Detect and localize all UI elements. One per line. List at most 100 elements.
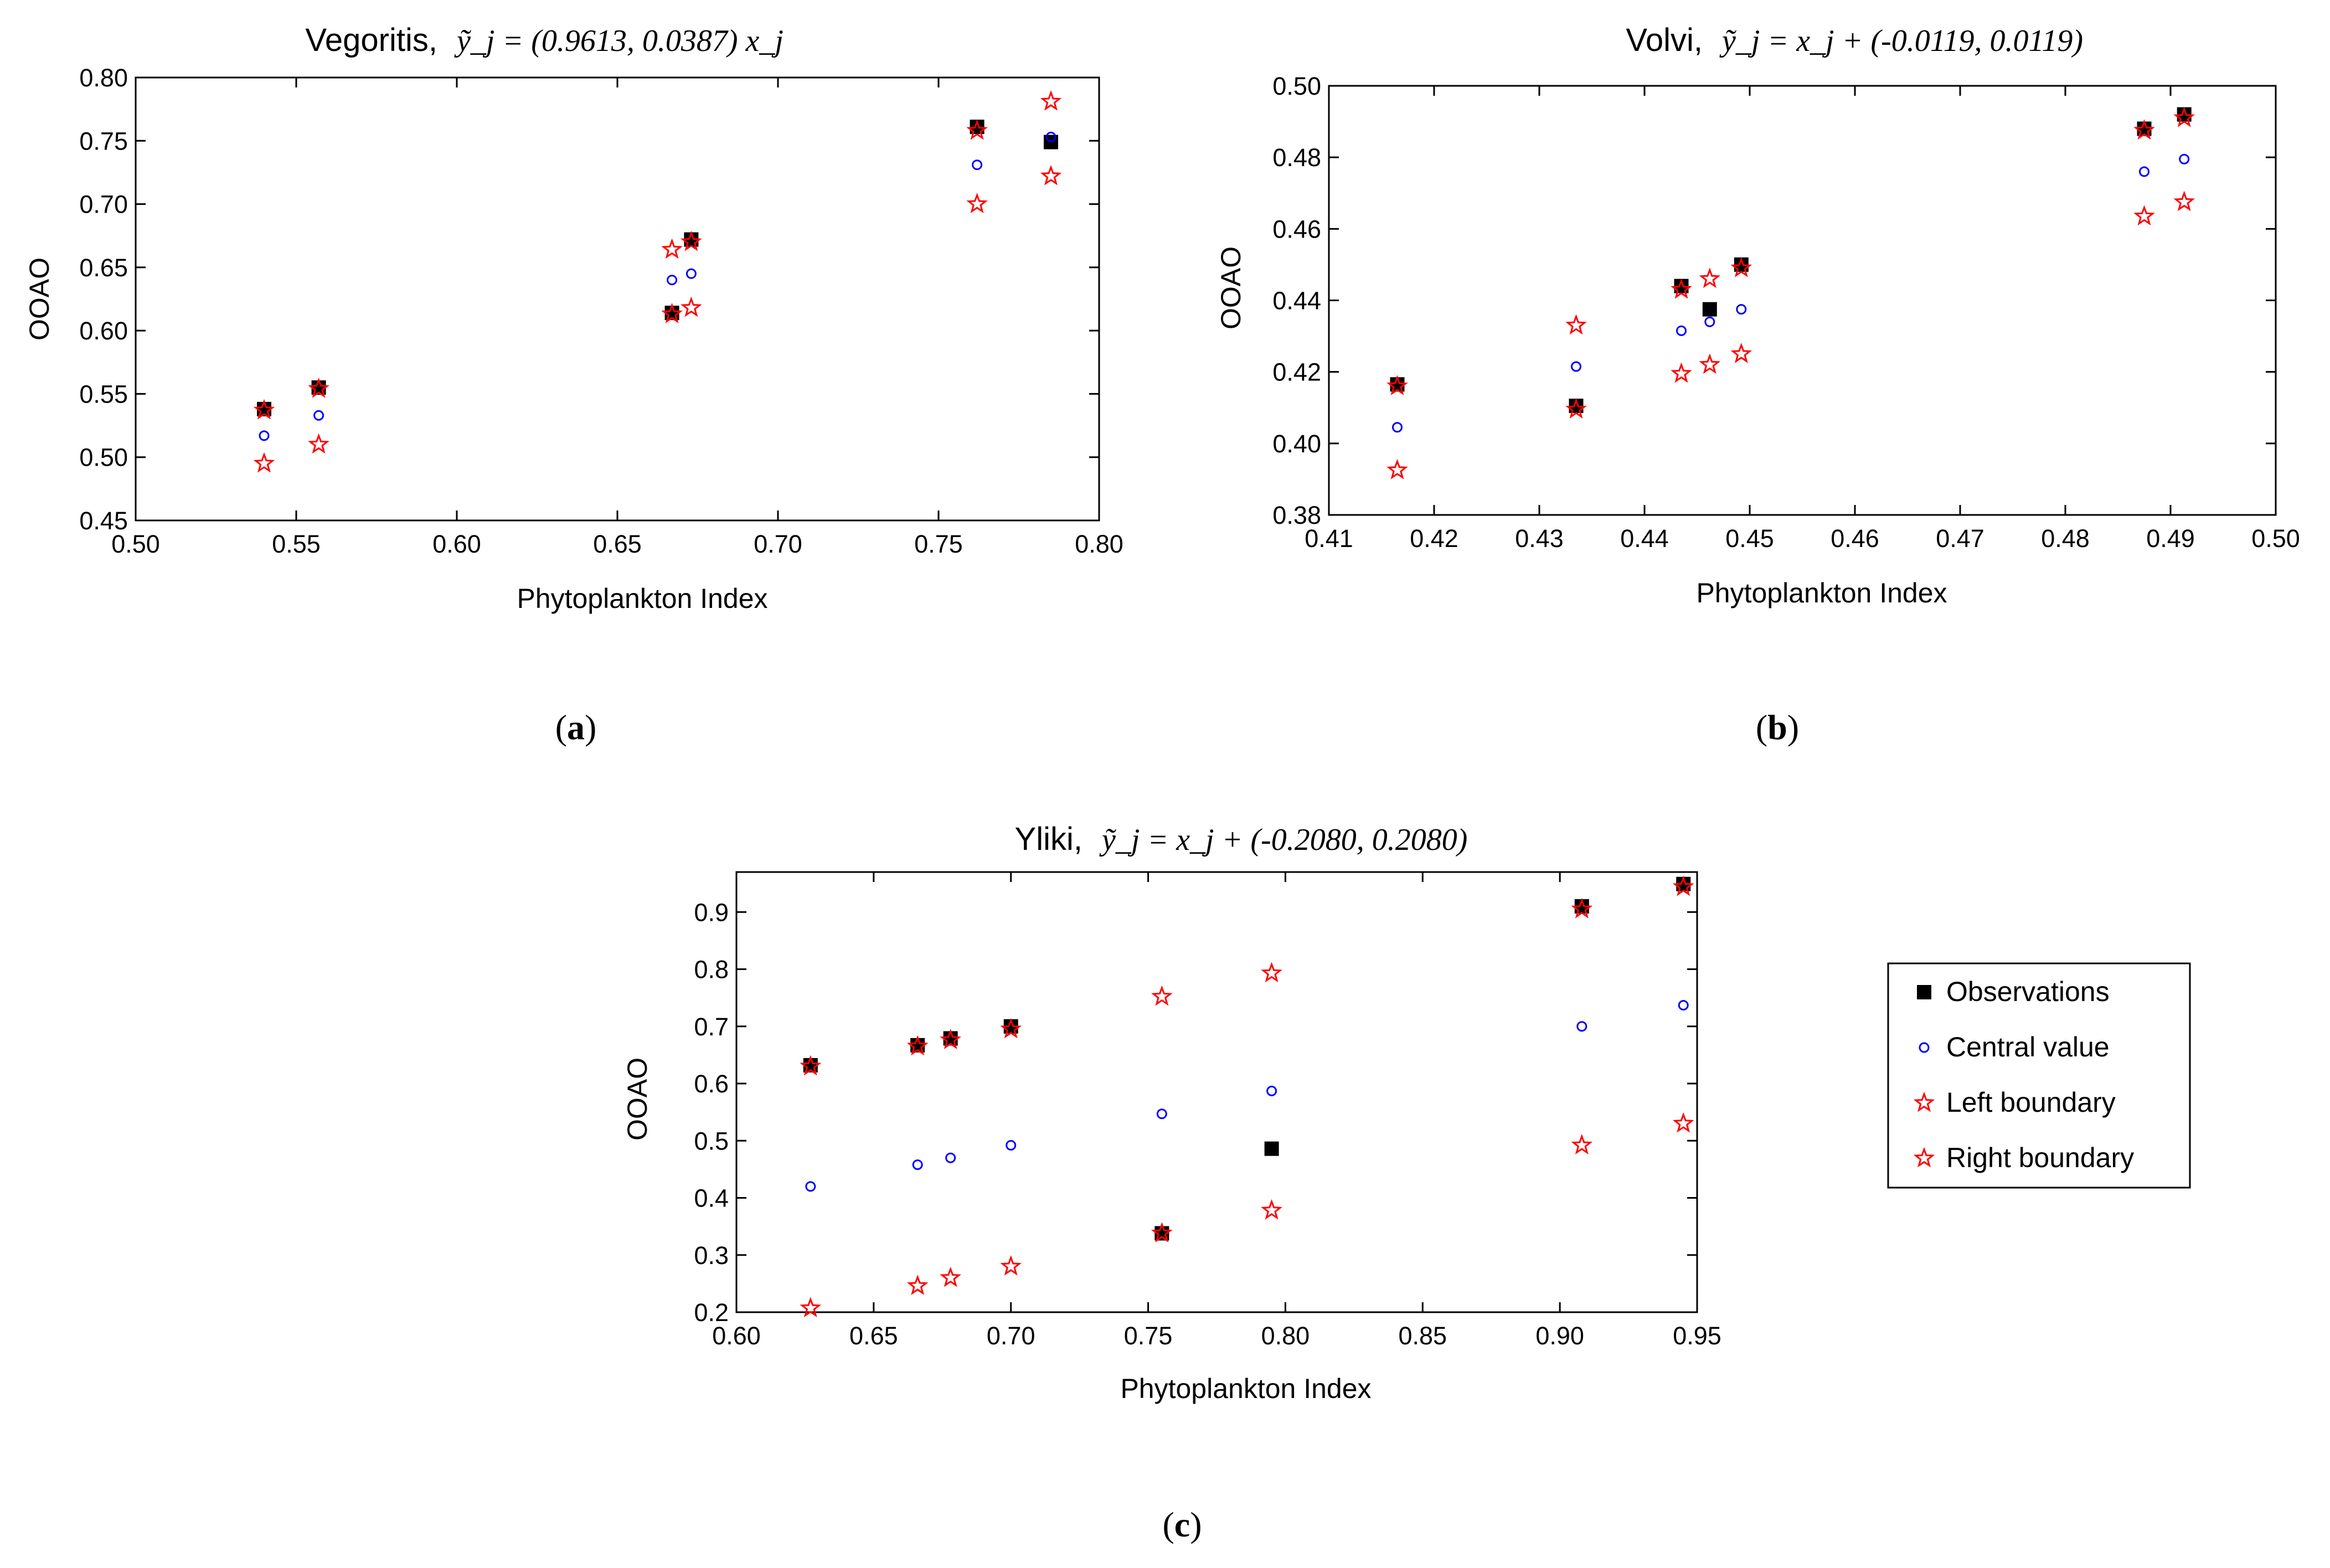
central-value-point [1156,1108,1167,1120]
left-boundary-point [1571,1134,1593,1154]
x-tick-label: 0.70 [987,1322,1035,1350]
central-value-point [1392,422,1403,433]
right-boundary-point [1730,257,1752,277]
right-boundary-point [966,119,988,140]
right-boundary-point [1699,267,1721,288]
y-tick-label: 0.2 [694,1298,729,1327]
y-tick-label: 0.7 [694,1013,729,1041]
y-tick-label: 0.50 [1272,72,1321,100]
left-boundary-point [906,1275,929,1295]
left-boundary-point [1730,343,1752,363]
panel-c-title: Yliki, [1015,821,1082,857]
x-tick-label: 0.85 [1398,1322,1447,1350]
x-tick-label: 0.80 [1075,530,1123,558]
panel-b-plot-frame [1328,85,2277,516]
y-tick-label: 0.6 [694,1070,729,1098]
legend: Observations Central value Left boundary… [1887,962,2191,1189]
panel-c-xlabel: Phytoplankton Index [1120,1373,1371,1404]
y-tick-label: 0.46 [1272,215,1321,243]
y-tick-label: 0.75 [79,127,128,155]
y-tick-label: 0.44 [1272,287,1321,315]
x-tick-label: 0.60 [432,530,481,558]
x-tick-label: 0.60 [712,1322,761,1350]
y-tick-label: 0.50 [79,443,128,472]
legend-marker-observations [1917,985,1931,999]
left-boundary-point [2133,205,2155,226]
left-boundary-point [1672,1112,1694,1133]
central-value-point [912,1159,923,1170]
right-boundary-point [1565,314,1587,335]
legend-marker-left-boundary [1913,1091,1935,1112]
left-boundary-point [800,1297,822,1318]
left-boundary-point [2173,190,2195,212]
central-value-point [1266,1085,1277,1096]
legend-label-central-value: Central value [1946,1031,2110,1062]
central-value-point [1045,131,1056,142]
legend-label-observations: Observations [1946,976,2110,1007]
left-boundary-point [681,296,702,317]
panel-b-xlabel: Phytoplankton Index [1696,577,1947,608]
x-tick-label: 0.46 [1831,524,1879,553]
right-boundary-point [1000,1018,1022,1039]
y-tick-label: 0.38 [1272,501,1321,529]
central-value-point [1678,1000,1689,1011]
right-boundary-point [906,1035,929,1056]
right-boundary-point [661,238,683,259]
central-value-point [1676,325,1687,336]
panel-a-caption-letter: a [567,708,585,747]
legend-markers [1913,985,1935,1168]
observation-point [1264,1141,1279,1156]
panel-c-plot-frame [735,871,1698,1313]
panel-a-x-ticks: 0.50 0.55 0.60 0.65 0.70 0.75 0.80 [111,78,1123,558]
y-tick-label: 0.40 [1272,430,1321,458]
left-boundary-point [308,433,329,454]
y-tick-label: 0.8 [694,956,729,984]
x-tick-label: 0.41 [1305,524,1353,553]
right-boundary-point [1151,985,1173,1006]
panel-b-volvi: Volvi, ỹ_j = x_j + (-0.0119, 0.0119) 0.3… [1215,22,2300,747]
left-boundary-point [253,452,275,473]
right-boundary-point [1040,90,1062,111]
right-boundary-point [1261,962,1283,983]
x-tick-label: 0.90 [1535,1322,1584,1350]
left-boundary-point [1151,1222,1173,1243]
central-value-point [1736,304,1747,315]
central-value-point [259,430,270,441]
central-value-point [2139,166,2149,177]
panel-a-y-ticks: 0.45 0.50 0.55 0.60 0.65 0.70 0.75 0.80 [79,64,1099,535]
y-tick-label: 0.5 [694,1127,729,1155]
right-boundary-point [800,1055,822,1076]
left-boundary-point [1386,458,1408,479]
panel-b-y-ticks: 0.38 0.40 0.42 0.44 0.46 0.48 0.50 [1272,72,2276,529]
legend-marker-right-boundary [1913,1147,1935,1168]
x-tick-label: 0.70 [754,530,802,558]
legend-box [1887,962,2191,1189]
legend-marker-central-value [1919,1042,1930,1053]
x-tick-label: 0.45 [1725,524,1774,553]
central-value-point [1576,1021,1587,1032]
left-boundary-point [1040,164,1062,185]
x-tick-label: 0.95 [1673,1322,1721,1350]
left-boundary-point [1699,353,1721,374]
y-tick-label: 0.42 [1272,358,1321,386]
right-boundary-point [2173,106,2195,127]
legend-label-right-boundary: Right boundary [1946,1142,2134,1173]
left-boundary-point [1671,362,1692,383]
panel-b-equation: ỹ_j = x_j + (-0.0119, 0.0119) [1719,24,2083,58]
x-tick-label: 0.55 [272,530,321,558]
y-tick-label: 0.80 [79,64,128,92]
central-value-point [1571,361,1581,372]
panel-a-equation: ỹ_j = (0.9613, 0.0387) x_j [454,24,783,58]
x-tick-label: 0.50 [2251,524,2300,553]
x-tick-label: 0.75 [1124,1322,1173,1350]
left-boundary-point [940,1266,962,1287]
x-tick-label: 0.80 [1261,1322,1310,1350]
y-tick-label: 0.48 [1272,143,1321,172]
panel-c-caption: (c) [1162,1505,1202,1544]
right-boundary-point [253,399,275,420]
left-boundary-point [966,193,988,213]
x-tick-label: 0.65 [849,1322,898,1350]
panel-a-vegoritis: Vegoritis, ỹ_j = (0.9613, 0.0387) x_j 0.… [24,22,1123,747]
central-value-point [1006,1140,1017,1151]
